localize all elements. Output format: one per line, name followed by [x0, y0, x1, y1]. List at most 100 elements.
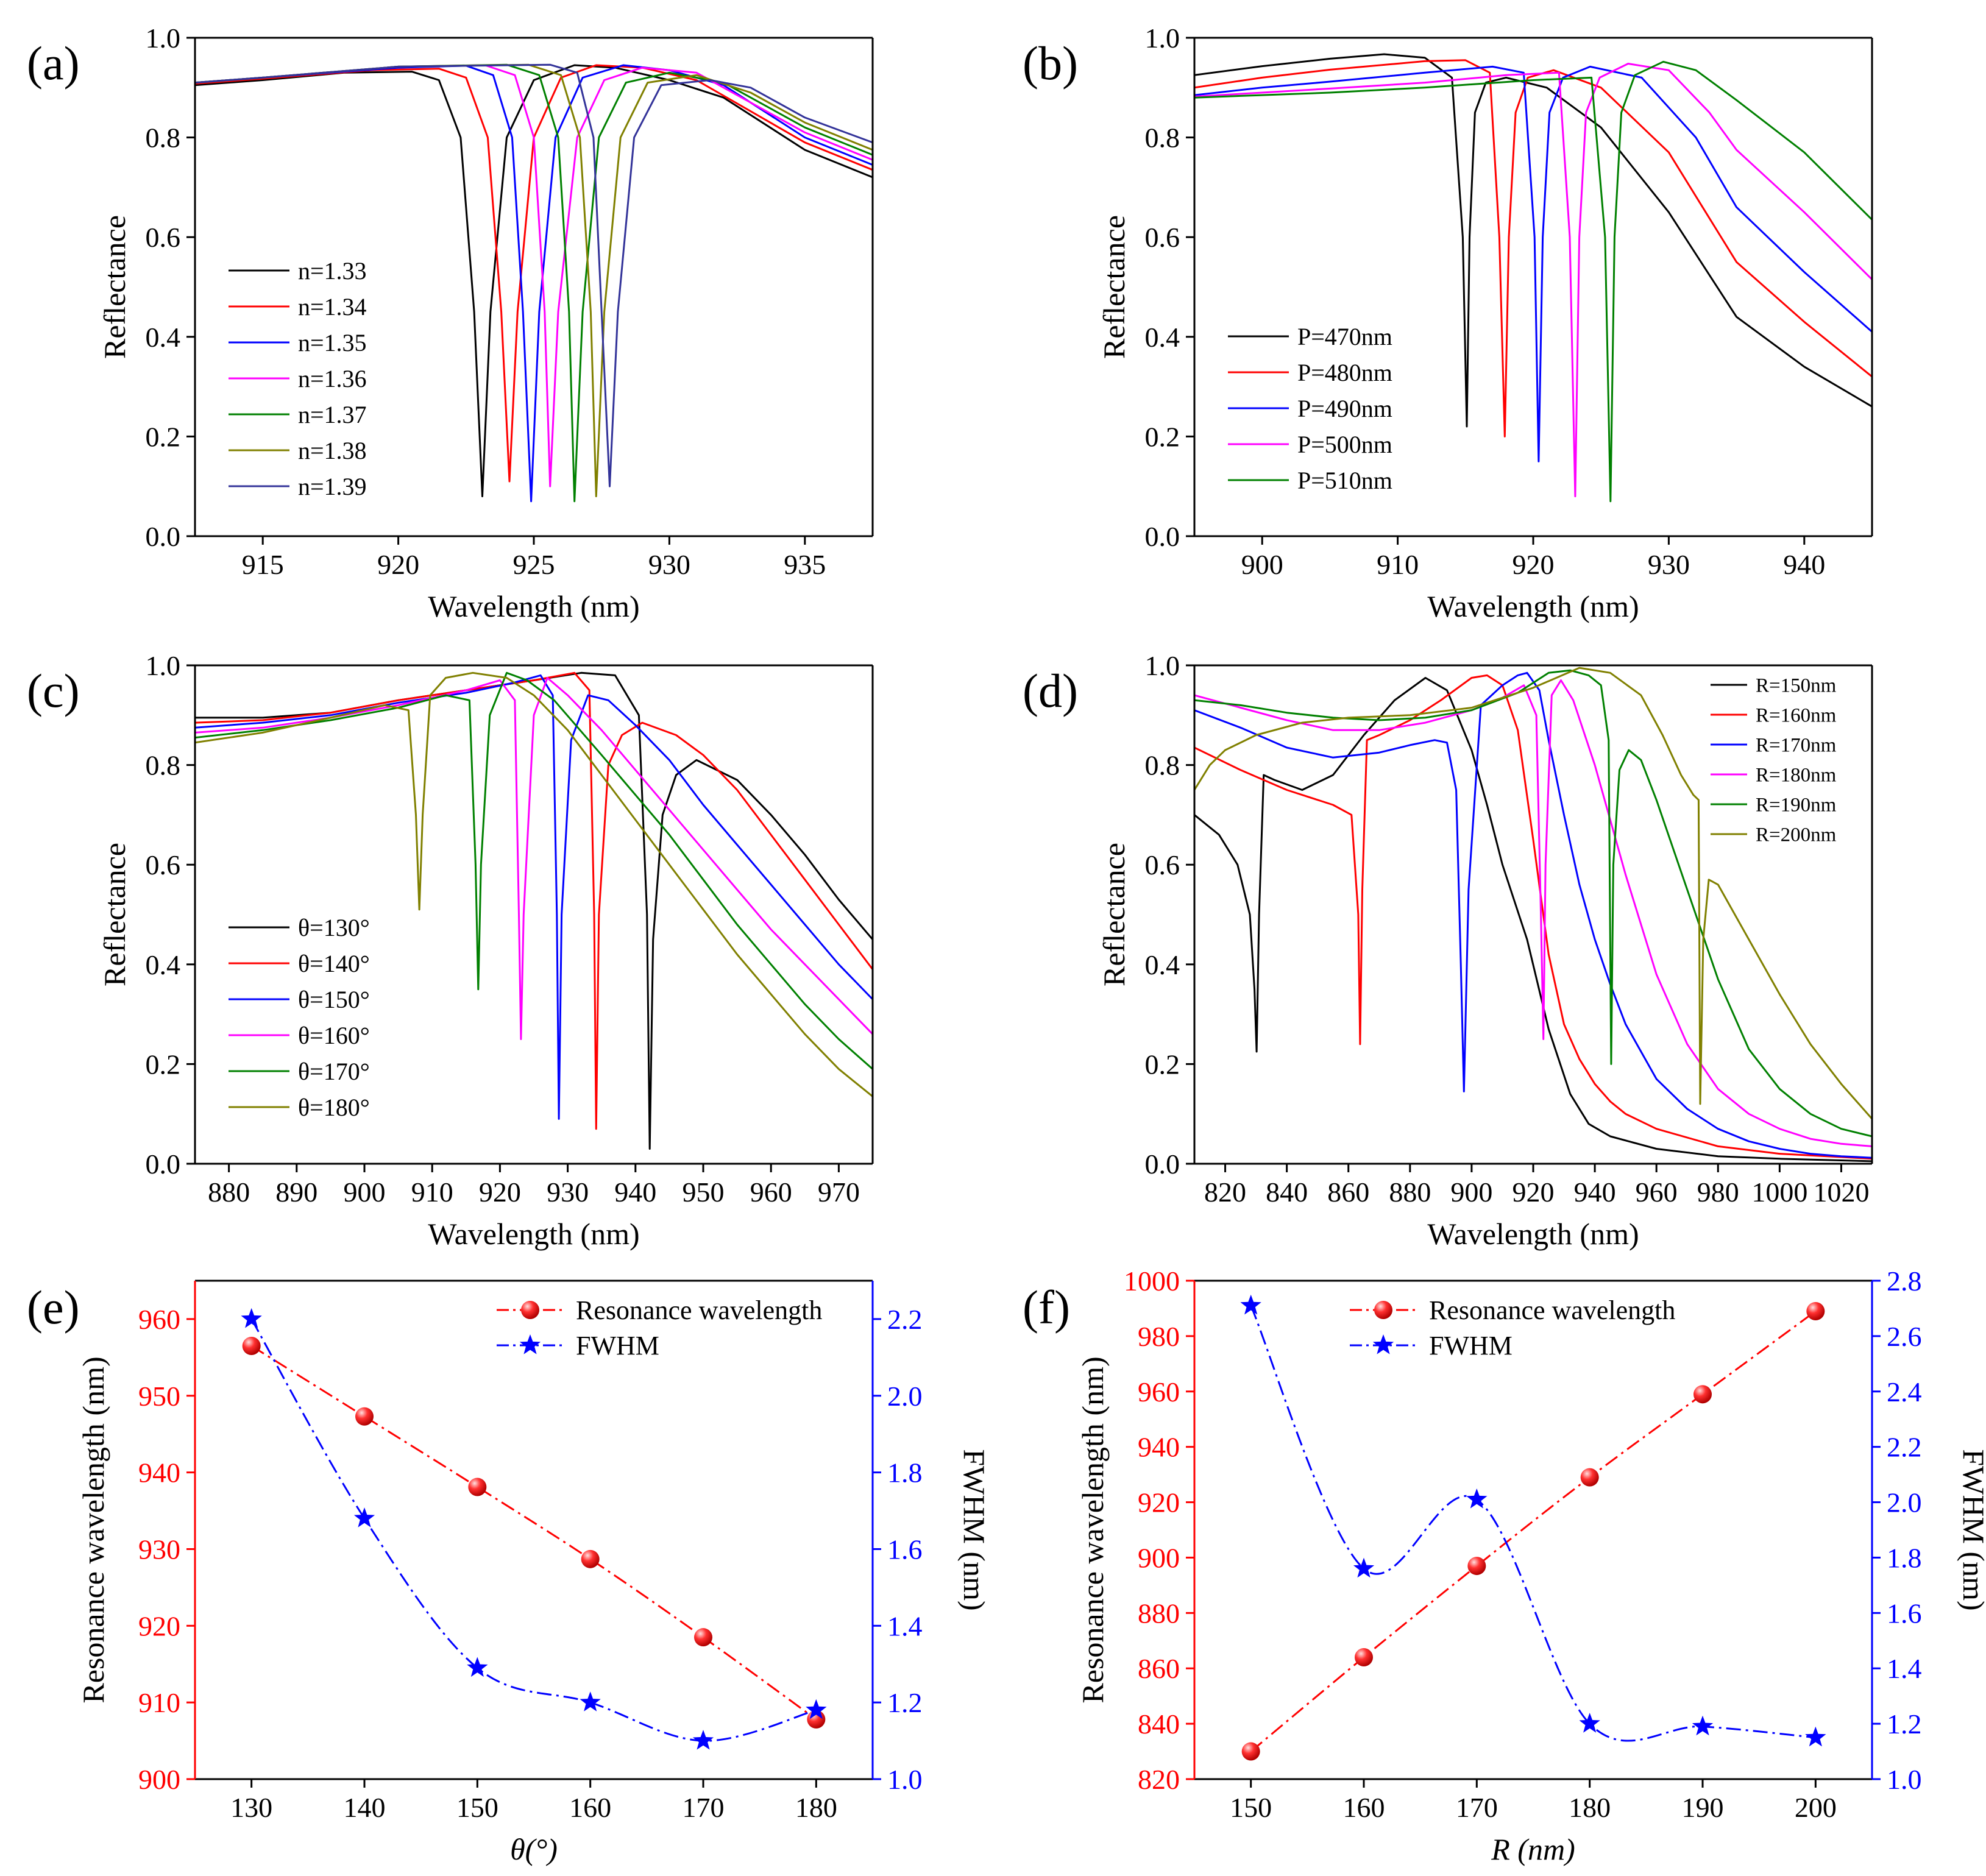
- series-line-P=500nm: [1194, 63, 1872, 498]
- panel-label: (d): [1023, 664, 1078, 717]
- y-tick-label: 1.0: [1145, 23, 1180, 54]
- resonance-point: [1355, 1648, 1373, 1667]
- plot-area: [1194, 53, 1872, 503]
- y-axis-title: Resonance wavelength (nm): [1076, 1356, 1110, 1703]
- y-tick-label: 860: [1138, 1653, 1180, 1684]
- y-tick-label: 0.6: [146, 222, 181, 253]
- x-tick-label: 920: [1513, 1177, 1555, 1208]
- panel-b: (b) 900 910 920 930 940 0.0 0.2 0.4 0.6 0.8 1.0 Wave…: [1023, 23, 1873, 623]
- series-line-P=480nm: [1194, 59, 1872, 437]
- y2-tick-label: 1.2: [887, 1687, 923, 1718]
- fwhm-point: [1240, 1294, 1261, 1315]
- x-tick-label: 880: [1389, 1177, 1431, 1208]
- legend-label: n=1.38: [298, 437, 367, 464]
- series-line-θ=170°: [195, 671, 873, 1070]
- y-tick-label: 0.2: [146, 1049, 181, 1080]
- y-axis-title: Resonance wavelength (nm): [76, 1356, 110, 1703]
- x-tick-label: 890: [275, 1177, 317, 1208]
- plot-area: [195, 63, 873, 503]
- y2-tick-label: 2.8: [1887, 1265, 1922, 1297]
- y-tick-label: 880: [1138, 1598, 1180, 1629]
- y-tick-label: 840: [1138, 1708, 1180, 1740]
- legend: Resonance wavelength FWHM: [497, 1295, 822, 1361]
- y-axis-title: Reflectance: [1097, 843, 1131, 986]
- panel-label: (f): [1023, 1281, 1070, 1334]
- y-tick-label: 900: [1138, 1542, 1180, 1573]
- y-tick-label: 0.4: [146, 322, 181, 353]
- y-tick-label: 820: [1138, 1764, 1180, 1795]
- legend-label: θ=150°: [298, 986, 370, 1013]
- y-tick-label: 920: [138, 1610, 180, 1641]
- y2-tick-label: 1.0: [887, 1764, 923, 1795]
- y2-tick-label: 2.2: [887, 1304, 923, 1335]
- legend-label: P=490nm: [1297, 395, 1392, 422]
- y-tick-label: 0.4: [146, 949, 181, 980]
- panel-f: (f) 150 160 170 180 190 200 820 840 860 880 900 920 9…: [1023, 1265, 1986, 1866]
- y2-tick-label: 1.4: [1887, 1653, 1922, 1684]
- fwhm-point: [1579, 1713, 1600, 1733]
- x-tick-label: 910: [411, 1177, 453, 1208]
- series-line-R=190nm: [1194, 669, 1872, 1138]
- panel-d: (d) 820 840 860 880 900 920 940 960 980 1000 1020 0.…: [1023, 650, 1873, 1251]
- x-tick-label: 960: [750, 1177, 792, 1208]
- resonance-point: [1241, 1742, 1260, 1761]
- series-line-θ=140°: [195, 671, 873, 1130]
- plot-area: [195, 671, 873, 1150]
- legend-label: P=500nm: [1297, 431, 1392, 458]
- legend: θ=130° θ=140° θ=150° θ=160° θ=170° θ=180°: [229, 914, 370, 1121]
- legend-marker-star: [519, 1334, 541, 1354]
- x-tick-label: 925: [513, 549, 555, 580]
- legend-label: Resonance wavelength: [1429, 1295, 1675, 1325]
- y-tick-label: 1000: [1124, 1265, 1180, 1297]
- y-tick-label: 0.8: [146, 122, 181, 154]
- fwhm-point: [1353, 1557, 1375, 1578]
- series-line-P=490nm: [1194, 65, 1872, 462]
- y-tick-label: 940: [1138, 1432, 1180, 1463]
- y-tick-label: 0.6: [1145, 222, 1180, 253]
- y2-tick-label: 2.0: [887, 1381, 923, 1412]
- x-axis-title: θ(°): [510, 1832, 558, 1866]
- panel-c: (c) 880 890 900 910 920 930 940 950 960 970 0.0 0.2 0…: [27, 650, 874, 1251]
- y-tick-label: 0.0: [1145, 521, 1180, 552]
- resonance-point: [1467, 1557, 1486, 1576]
- legend-label: P=510nm: [1297, 467, 1392, 494]
- resonance-point: [242, 1336, 261, 1355]
- x-tick-label: 915: [242, 549, 284, 580]
- y-tick-label: 920: [1138, 1487, 1180, 1518]
- x-tick-label: 910: [1377, 549, 1419, 580]
- x-tick-label: 160: [1343, 1792, 1385, 1823]
- resonance-point: [694, 1628, 712, 1647]
- series-line-θ=180°: [195, 671, 873, 1097]
- y-tick-label: 0.4: [1145, 949, 1180, 980]
- x-tick-label: 140: [344, 1792, 386, 1823]
- x-tick-label: 920: [1513, 549, 1555, 580]
- y2-tick-label: 2.6: [1887, 1321, 1922, 1352]
- x-tick-label: 970: [818, 1177, 860, 1208]
- y-tick-label: 0.8: [1145, 750, 1180, 781]
- y-tick-label: 0.6: [1145, 849, 1180, 880]
- x-tick-label: 860: [1327, 1177, 1369, 1208]
- y2-tick-label: 1.6: [1887, 1598, 1922, 1629]
- series-line-n=1.39: [195, 63, 873, 487]
- y-tick-label: 1.0: [146, 23, 181, 54]
- legend-label: n=1.34: [298, 293, 367, 320]
- legend-label: P=480nm: [1297, 359, 1392, 386]
- resonance-point: [581, 1549, 600, 1568]
- y2-axis-title: FWHM (nm): [1957, 1449, 1986, 1610]
- x-tick-label: 930: [1648, 549, 1690, 580]
- legend-label: θ=130°: [298, 914, 370, 941]
- y-axis-title: Reflectance: [1097, 215, 1131, 359]
- x-tick-label: 190: [1682, 1792, 1724, 1823]
- series-line-θ=160°: [195, 677, 873, 1040]
- y-axis-title: Reflectance: [98, 843, 132, 986]
- fwhm-point: [353, 1507, 375, 1527]
- x-axis-title: R (nm): [1491, 1832, 1575, 1866]
- legend-label: n=1.36: [298, 365, 367, 392]
- x-axis-title: Wavelength (nm): [428, 1217, 639, 1251]
- legend-label: P=470nm: [1297, 323, 1392, 350]
- x-tick-label: 880: [208, 1177, 250, 1208]
- y-tick-label: 0.8: [146, 750, 181, 781]
- y2-tick-label: 1.6: [887, 1534, 923, 1565]
- y-tick-label: 0.2: [1145, 1049, 1180, 1080]
